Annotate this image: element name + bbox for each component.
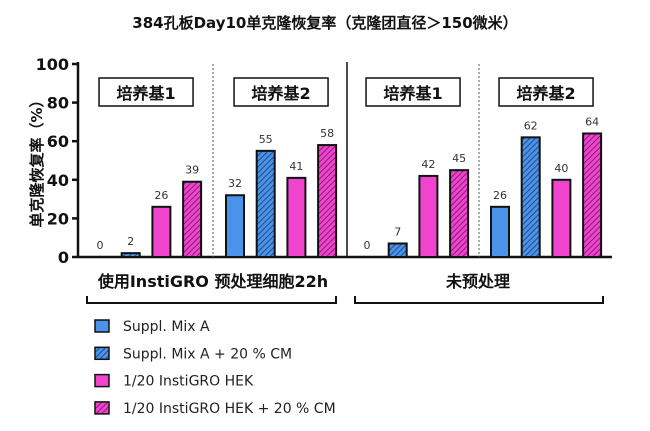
bar <box>490 205 510 259</box>
subgroup-label: 培养基1 <box>116 84 175 103</box>
group-bracket <box>354 296 604 304</box>
subgroup-label-box <box>498 77 594 107</box>
y-axis-label: 单克隆恢复率（%） <box>28 92 46 227</box>
data-label: 0 <box>364 239 371 252</box>
data-label: 26 <box>154 189 168 202</box>
bar <box>286 176 307 258</box>
data-label: 64 <box>585 115 599 128</box>
data-label: 7 <box>394 225 401 238</box>
subgroup-label-box <box>233 77 329 107</box>
legend-swatch <box>94 319 110 333</box>
group-bracket <box>86 296 337 304</box>
y-tick-label: 80 <box>47 94 69 113</box>
subgroup-label: 培养基1 <box>383 84 442 103</box>
bar <box>449 169 470 258</box>
subgroup-label-box <box>365 77 461 107</box>
chart-title: 384孔板Day10单克隆恢复率（克隆团直径＞150微米） <box>132 14 517 32</box>
y-tick-label: 40 <box>47 171 69 190</box>
legend-label: Suppl. Mix A + 20 % CM <box>123 346 292 362</box>
y-tick-label: 0 <box>58 248 69 267</box>
y-tick-label: 60 <box>47 132 69 151</box>
data-label: 41 <box>289 160 303 173</box>
bar <box>317 144 338 258</box>
data-label: 55 <box>259 133 273 146</box>
bar <box>582 132 603 258</box>
group-label: 使用InstiGRO 预处理细胞22h <box>97 272 328 291</box>
data-label: 42 <box>421 158 435 171</box>
bar <box>387 242 408 259</box>
legend-swatch <box>94 346 110 361</box>
bar <box>225 194 245 259</box>
legend-swatch <box>94 373 110 388</box>
bar <box>151 205 172 259</box>
group-label: 未预处理 <box>445 272 510 291</box>
bar <box>255 149 276 259</box>
data-label: 2 <box>127 235 134 248</box>
bar <box>120 252 141 258</box>
data-label: 40 <box>554 162 568 175</box>
y-tick-label: 20 <box>47 209 69 228</box>
legend-swatch <box>94 401 110 415</box>
subgroup-label: 培养基2 <box>251 84 310 103</box>
data-label: 26 <box>493 189 507 202</box>
subgroup-label: 培养基2 <box>516 84 575 103</box>
bar <box>551 178 572 258</box>
data-label: 39 <box>185 164 199 177</box>
bar <box>182 180 203 258</box>
data-label: 32 <box>228 177 242 190</box>
data-label: 0 <box>97 239 104 252</box>
data-label: 45 <box>452 152 466 165</box>
bar <box>418 174 439 258</box>
bar <box>520 136 541 258</box>
data-label: 58 <box>320 127 334 140</box>
legend-label: 1/20 InstiGRO HEK + 20 % CM <box>123 401 336 417</box>
subgroup-label-box <box>98 77 194 107</box>
legend-label: Suppl. Mix A <box>123 319 210 335</box>
y-tick-label: 100 <box>36 55 69 74</box>
data-label: 62 <box>524 119 538 132</box>
legend-label: 1/20 InstiGRO HEK <box>123 374 254 390</box>
